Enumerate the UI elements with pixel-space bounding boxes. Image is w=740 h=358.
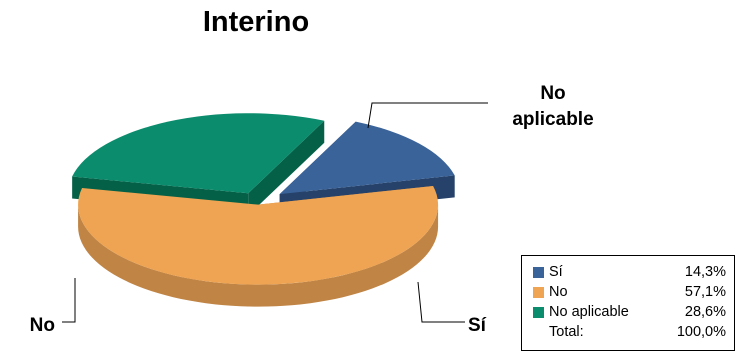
slice-label-no: No [30, 315, 55, 336]
legend-swatch-no-aplicable [533, 306, 544, 318]
pie-wall-end-no-aplicable [248, 120, 325, 216]
legend-row-no-aplicable: No aplicable 28,6% [533, 302, 726, 322]
legend: Sí 14,3% No 57,1% No aplicable 28,6% Tot… [521, 255, 735, 351]
legend-value-no: 57,1% [684, 284, 726, 300]
leader-line-no-aplicable [367, 102, 488, 129]
pie-outer-wall-no [78, 204, 439, 307]
legend-total-label: Total: [549, 324, 584, 340]
legend-value-no-aplicable: 28,6% [684, 304, 726, 320]
slice-label-no-aplicable-line-1: No [540, 83, 565, 104]
legend-total-value: 100,0% [676, 324, 726, 340]
legend-row-si: Sí 14,3% [533, 262, 726, 282]
legend-label-no-aplicable: No aplicable [549, 304, 629, 320]
slice-label-si: Sí [468, 315, 487, 336]
legend-label-no: No [549, 284, 568, 300]
legend-row-total: Total: 100,0% [533, 322, 726, 342]
pie-slice-no-aplicable [72, 113, 325, 194]
chart-title: Interino [202, 6, 310, 38]
legend-value-si: 14,3% [684, 264, 726, 280]
slice-label-no-aplicable-line-2: aplicable [512, 109, 593, 130]
pie-slice-no [78, 185, 439, 285]
leader-line-si [417, 281, 465, 323]
pie-slice-si [279, 121, 455, 195]
legend-swatch-si [533, 266, 544, 278]
legend-row-no: No 57,1% [533, 282, 726, 302]
legend-label-si: Sí [549, 264, 563, 280]
legend-swatch-no [533, 286, 544, 298]
leader-line-no [62, 278, 76, 323]
